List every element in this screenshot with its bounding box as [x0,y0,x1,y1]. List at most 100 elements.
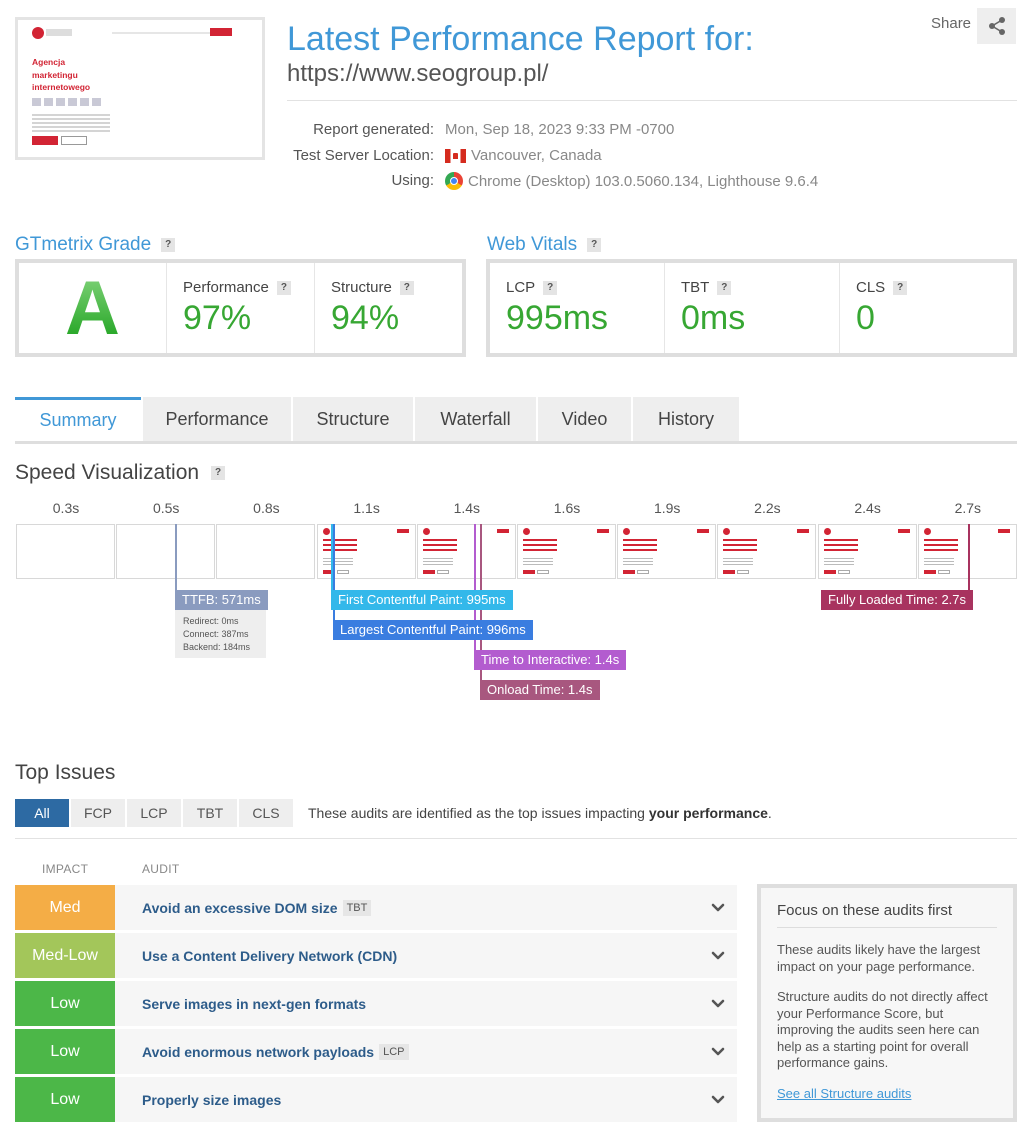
chrome-icon [445,172,463,190]
impact-badge: Med-Low [15,933,115,978]
lcp-label: Largest Contentful Paint: 996ms [333,620,533,640]
filmstrip-frame[interactable] [216,524,316,579]
filter-fcp[interactable]: FCP [71,799,125,827]
tab-video[interactable]: Video [538,397,631,441]
expand-button[interactable] [699,981,737,1026]
filmstrip-time-label: 2.2s [754,500,781,516]
tab-waterfall[interactable]: Waterfall [415,397,536,441]
onload-label: Onload Time: 1.4s [480,680,600,700]
impact-badge: Low [15,981,115,1026]
impact-badge: Low [15,1029,115,1074]
tbt-value: 0ms [681,299,746,337]
chevron-down-icon [711,1095,725,1103]
issue-row[interactable]: Med Avoid an excessive DOM size TBT [15,885,737,930]
filter-tbt[interactable]: TBT [183,799,237,827]
issue-row[interactable]: Low Serve images in next-gen formats [15,981,737,1026]
canada-flag-icon [445,148,466,163]
gtmetrix-grade-heading: GTmetrix Grade ? [15,234,176,256]
expand-button[interactable] [699,1077,737,1122]
share-button[interactable] [977,8,1016,44]
audit-name: Properly size images [142,1091,282,1108]
chevron-down-icon [711,951,725,959]
help-icon[interactable]: ? [543,280,558,295]
structure-score: 94% [331,299,400,337]
web-vitals-panel: LCP? 995ms TBT? 0ms CLS? 0 [486,259,1017,357]
help-icon[interactable]: ? [717,280,732,295]
help-icon[interactable]: ? [399,280,414,295]
column-header-impact: IMPACT [42,862,89,876]
filmstrip-time-label: 2.4s [854,500,881,516]
filmstrip-frame[interactable] [116,524,216,579]
thumbnail-navbar [32,26,248,40]
gtmetrix-grade-panel: A Performance? 97% Structure? 94% [15,259,466,357]
top-issues-heading: Top Issues [15,761,116,784]
lcp-value: 995ms [506,299,609,337]
filmstrip-time-label: 2.7s [954,500,982,516]
tab-performance[interactable]: Performance [143,397,291,441]
performance-score: 97% [183,299,252,337]
thumbnail-logo [32,27,44,39]
focus-text-1: These audits likely have the largest imp… [777,942,981,974]
filmstrip-frame[interactable] [917,524,1017,579]
tab-summary[interactable]: Summary [15,397,141,441]
expand-button[interactable] [699,933,737,978]
see-all-structure-audits-link[interactable]: See all Structure audits [777,1085,912,1101]
filmstrip-time-label: 1.4s [453,500,481,516]
filmstrip-frame[interactable] [517,524,616,579]
page-screenshot-thumbnail[interactable]: Agencja marketingu internetowego [15,17,265,160]
structure-score-cell: Structure? 94% [315,263,462,353]
grade-cell: A [19,263,167,353]
audit-name: Avoid enormous network payloads LCP [142,1029,409,1074]
report-url: https://www.seogroup.pl/ [287,60,549,87]
filmstrip-frame[interactable] [16,524,115,579]
filmstrip-frame[interactable] [416,524,516,579]
filter-cls[interactable]: CLS [239,799,293,827]
impact-badge: Med [15,885,115,930]
lcp-marker-line [333,524,335,620]
chevron-down-icon [711,999,725,1007]
focus-panel: Focus on these audits first These audits… [757,884,1017,1122]
ttfb-details: Redirect: 0ms Connect: 387ms Backend: 18… [175,610,266,658]
issue-row[interactable]: Low Avoid enormous network payloads LCP [15,1029,737,1074]
filter-description: These audits are identified as the top i… [308,805,772,821]
ttfb-marker-line [175,524,177,590]
cls-cell: CLS? 0 [840,263,1013,353]
filter-all[interactable]: All [15,799,69,827]
expand-button[interactable] [699,885,737,930]
fcp-label: First Contentful Paint: 995ms [331,590,513,610]
focus-text-2: Structure audits do not directly affect … [777,989,988,1070]
help-icon[interactable]: ? [587,238,602,252]
help-icon[interactable]: ? [211,466,226,480]
help-icon[interactable]: ? [161,238,176,252]
meta-report-generated: Report generated: Mon, Sep 18, 2023 9:33… [313,121,675,138]
issue-row[interactable]: Low Properly size images [15,1077,737,1122]
metric-tag: TBT [342,899,372,916]
focus-heading: Focus on these audits first [777,902,997,928]
fully-loaded-label: Fully Loaded Time: 2.7s [821,590,974,610]
audit-name: Avoid an excessive DOM size TBT [142,885,372,930]
lcp-cell: LCP? 995ms [490,263,665,353]
audit-name: Use a Content Delivery Network (CDN) [142,947,398,964]
chevron-down-icon [711,903,725,911]
header-divider [287,100,1017,101]
ttfb-label: TTFB: 571ms [175,590,268,610]
issue-row[interactable]: Med-Low Use a Content Delivery Network (C… [15,933,737,978]
help-icon[interactable]: ? [276,280,291,295]
help-icon[interactable]: ? [893,280,908,295]
filmstrip-frame[interactable] [617,524,717,579]
top-issues-divider [15,838,1017,839]
web-vitals-heading: Web Vitals ? [487,234,602,256]
report-title: Latest Performance Report for: [287,20,754,58]
filmstrip-time-label: 1.1s [353,500,380,516]
filmstrip-time-label: 1.6s [553,500,581,516]
tab-history[interactable]: History [633,397,739,441]
filmstrip-frame[interactable] [717,524,817,579]
tti-marker-line [474,524,476,650]
expand-button[interactable] [699,1029,737,1074]
filter-lcp[interactable]: LCP [127,799,181,827]
performance-score-cell: Performance? 97% [167,263,315,353]
meta-test-server-location: Test Server Location: Vancouver, Canada [293,147,602,164]
tab-structure[interactable]: Structure [293,397,413,441]
filmstrip-frame[interactable] [817,524,917,579]
tbt-cell: TBT? 0ms [665,263,840,353]
